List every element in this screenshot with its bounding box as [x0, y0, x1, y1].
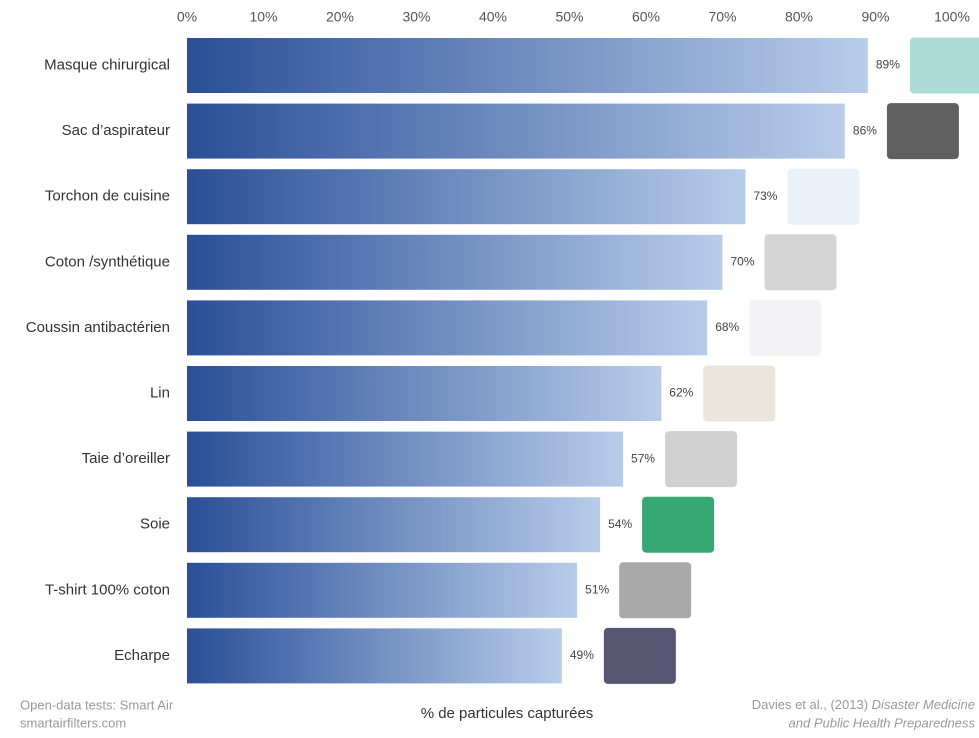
x-tick-label: 80% [785, 9, 813, 25]
item-photo [749, 299, 822, 356]
x-tick-label: 70% [708, 9, 736, 25]
item-photo [909, 37, 979, 94]
bar [187, 497, 601, 553]
bar [187, 103, 845, 159]
bar [187, 234, 723, 290]
x-tick-label: 60% [632, 9, 660, 25]
source-right-part: Disaster Medicine [872, 697, 975, 712]
source-right: Davies et al., (2013) Disaster Medicine [752, 697, 975, 712]
bar [187, 169, 746, 225]
x-tick-label: 10% [249, 9, 277, 25]
y-tick-label: T-shirt 100% coton [45, 581, 170, 598]
bar [187, 562, 578, 618]
x-tick-label: 50% [555, 9, 583, 25]
value-label: 57% [631, 451, 655, 465]
value-label: 54% [608, 517, 632, 531]
value-label: 68% [715, 320, 739, 334]
source-left: smartairfilters.com [20, 715, 126, 730]
source-right-part: Davies et al., (2013) [752, 697, 872, 712]
source-left: Open-data tests: Smart Air [20, 697, 174, 712]
bar [187, 300, 708, 356]
value-label: 70% [731, 254, 755, 268]
bar [187, 431, 624, 487]
x-axis-label: % de particules capturées [421, 705, 594, 722]
value-label: 51% [585, 582, 609, 596]
y-tick-label: Masque chirurgical [44, 56, 170, 73]
y-tick-label: Coussin antibactérien [26, 319, 170, 336]
item-photo [787, 168, 860, 225]
item-photo [642, 496, 715, 553]
x-tick-label: 30% [402, 9, 430, 25]
x-tick-label: 20% [326, 9, 354, 25]
y-tick-label: Torchon de cuisine [45, 188, 170, 205]
x-tick-label: 90% [861, 9, 889, 25]
x-tick-label: 40% [479, 9, 507, 25]
y-tick-label: Lin [150, 384, 170, 401]
item-photo [764, 234, 837, 291]
item-photo [703, 365, 776, 422]
item-photo [619, 562, 692, 619]
item-photo [886, 103, 959, 160]
item-photo [603, 627, 676, 684]
bar [187, 38, 868, 93]
y-tick-label: Soie [140, 516, 170, 533]
x-tick-label: 100% [934, 9, 970, 25]
bar [187, 366, 662, 421]
value-label: 49% [570, 648, 594, 662]
y-tick-label: Coton /synthétique [45, 253, 170, 270]
value-label: 86% [853, 123, 877, 137]
x-tick-label: 0% [177, 9, 197, 25]
source-right: and Public Health Preparedness [789, 715, 976, 730]
value-label: 62% [669, 386, 693, 400]
y-tick-label: Taie d’oreiller [82, 450, 170, 467]
bar [187, 628, 562, 684]
item-photo [665, 431, 738, 488]
y-tick-label: Echarpe [114, 647, 170, 664]
y-tick-label: Sac d’aspirateur [62, 122, 170, 139]
value-label: 73% [753, 189, 777, 203]
value-label: 89% [876, 58, 900, 72]
